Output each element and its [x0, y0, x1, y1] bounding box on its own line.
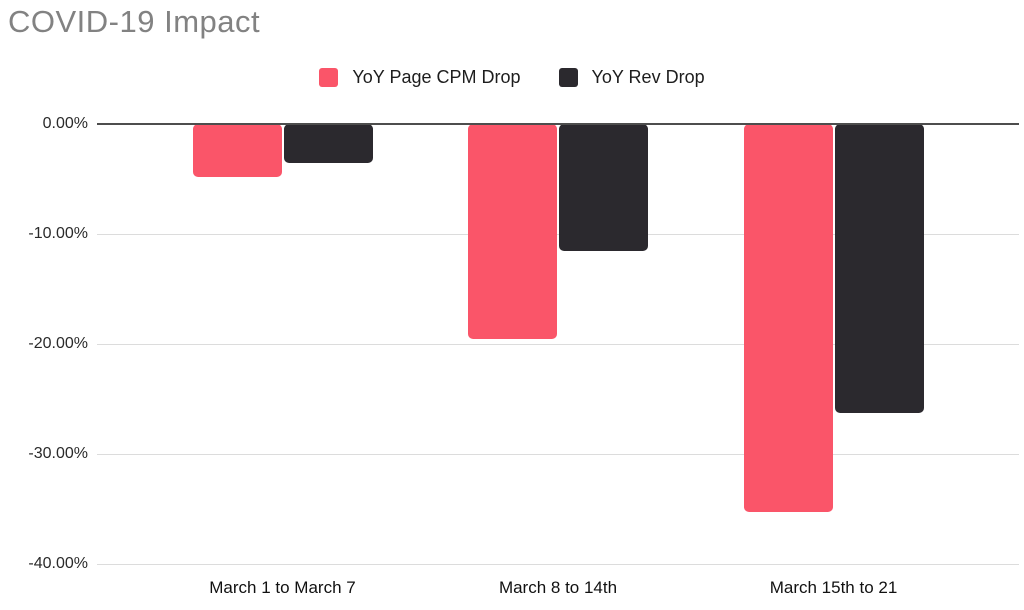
- y-tick-label: -10.00%: [28, 225, 88, 242]
- bar-cpm-group-1: [192, 124, 282, 177]
- chart-title: COVID-19 Impact: [8, 4, 261, 39]
- legend-item-cpm: YoY Page CPM Drop: [319, 66, 521, 88]
- bar-cpm-group-3: [743, 124, 833, 513]
- bar-rev-group-3: [834, 124, 924, 414]
- plot-area: [97, 123, 1019, 565]
- x-axis-label: March 8 to 14th: [498, 578, 618, 597]
- legend-label-rev: YoY Rev Drop: [591, 66, 705, 87]
- y-tick-label: -30.00%: [28, 445, 88, 462]
- y-tick-label: -40.00%: [28, 555, 88, 572]
- bar-rev-group-1: [283, 124, 373, 163]
- legend-item-rev: YoY Rev Drop: [558, 66, 705, 88]
- legend-swatch-cpm-icon: [319, 67, 339, 87]
- bar-cpm-group-2: [468, 124, 557, 339]
- gridline--30: [97, 453, 1019, 455]
- legend-swatch-rev-icon: [558, 67, 578, 87]
- x-axis-label: March 1 to March 7: [209, 578, 356, 597]
- y-tick-label: 0.00%: [42, 115, 88, 132]
- zero-axis-line: [97, 123, 1019, 125]
- legend-label-cpm: YoY Page CPM Drop: [352, 66, 521, 87]
- x-axis-label: March 15th to 21: [769, 578, 898, 597]
- gridline--10: [97, 233, 1019, 235]
- y-tick-label: -20.00%: [28, 335, 88, 352]
- gridline--40: [97, 563, 1019, 565]
- legend: YoY Page CPM Drop YoY Rev Drop: [0, 64, 1024, 90]
- gridline--20: [97, 343, 1019, 345]
- bar-rev-group-2: [559, 124, 648, 251]
